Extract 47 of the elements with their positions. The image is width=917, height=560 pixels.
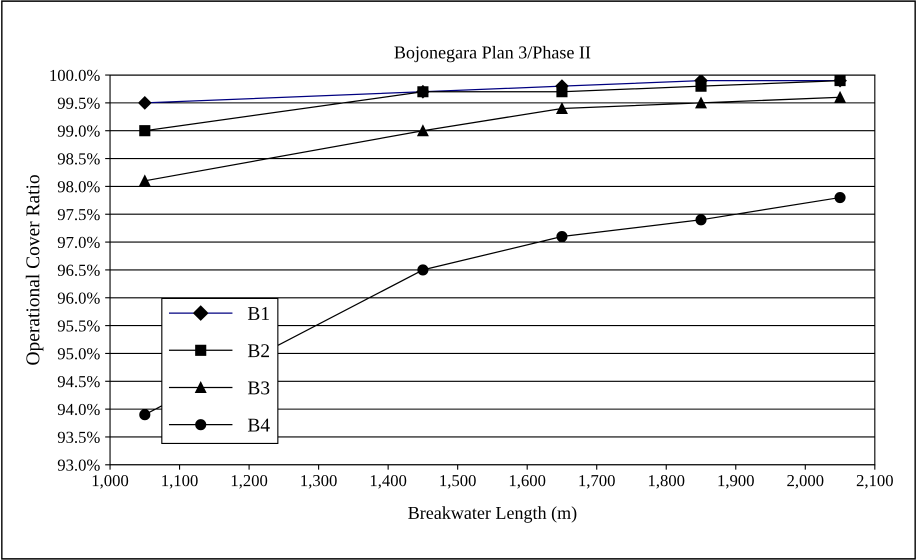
x-tick-label: 1,200 bbox=[232, 475, 268, 489]
y-tick-label: 96.0% bbox=[58, 292, 100, 304]
point bbox=[695, 97, 707, 108]
x-tick-label: 1,800 bbox=[648, 475, 684, 489]
point bbox=[139, 125, 150, 136]
x-tick-label: 1,300 bbox=[301, 475, 337, 489]
legend-label: B4 bbox=[248, 418, 270, 432]
point bbox=[695, 214, 707, 226]
x-tick-label: 1,900 bbox=[718, 475, 754, 489]
y-axis-title: Operational Cover Ratio bbox=[26, 175, 44, 365]
y-tick-label: 99.0% bbox=[58, 125, 100, 137]
y-tick-label: 95.0% bbox=[58, 348, 100, 360]
y-tick-label: 95.5% bbox=[58, 320, 100, 332]
chart-title: Bojonegara Plan 3/Phase II bbox=[394, 46, 590, 62]
y-tick-label: 100.0% bbox=[50, 70, 100, 82]
x-tick-label: 2,000 bbox=[787, 475, 824, 489]
point bbox=[556, 102, 568, 114]
y-tick-label: 96.5% bbox=[58, 264, 100, 276]
x-tick-label: 1,700 bbox=[579, 475, 615, 489]
point bbox=[417, 125, 428, 136]
y-tick-label: 97.5% bbox=[58, 208, 100, 220]
x-tick-label: 2,100 bbox=[856, 475, 893, 489]
legend-label: B1 bbox=[248, 307, 269, 320]
y-tick-label: 93.0% bbox=[58, 460, 100, 471]
y-tick-label: 99.5% bbox=[58, 98, 100, 109]
x-tick-label: 1,100 bbox=[162, 475, 198, 489]
legend-label: B3 bbox=[248, 381, 270, 394]
point bbox=[695, 80, 707, 92]
y-tick-label: 94.0% bbox=[58, 404, 100, 416]
y-tick-label: 98.0% bbox=[58, 181, 100, 192]
y-tick-label: 94.5% bbox=[58, 376, 100, 388]
point bbox=[834, 92, 846, 103]
y-tick-label: 98.5% bbox=[58, 153, 100, 165]
x-tick-label: 1,600 bbox=[510, 475, 546, 489]
point bbox=[834, 192, 846, 204]
point bbox=[139, 409, 150, 420]
x-tick-label: 1,000 bbox=[92, 475, 128, 489]
x-axis-title: Breakwater Length (m) bbox=[408, 506, 576, 523]
point bbox=[556, 230, 568, 242]
x-tick-label: 1,500 bbox=[440, 475, 476, 489]
x-tick-label: 1,400 bbox=[370, 475, 406, 489]
point bbox=[556, 86, 568, 98]
y-tick-label: 93.5% bbox=[58, 432, 100, 443]
point bbox=[417, 264, 428, 276]
point bbox=[139, 175, 150, 186]
legend-label: B2 bbox=[248, 344, 269, 358]
y-tick-label: 97.0% bbox=[58, 236, 100, 248]
